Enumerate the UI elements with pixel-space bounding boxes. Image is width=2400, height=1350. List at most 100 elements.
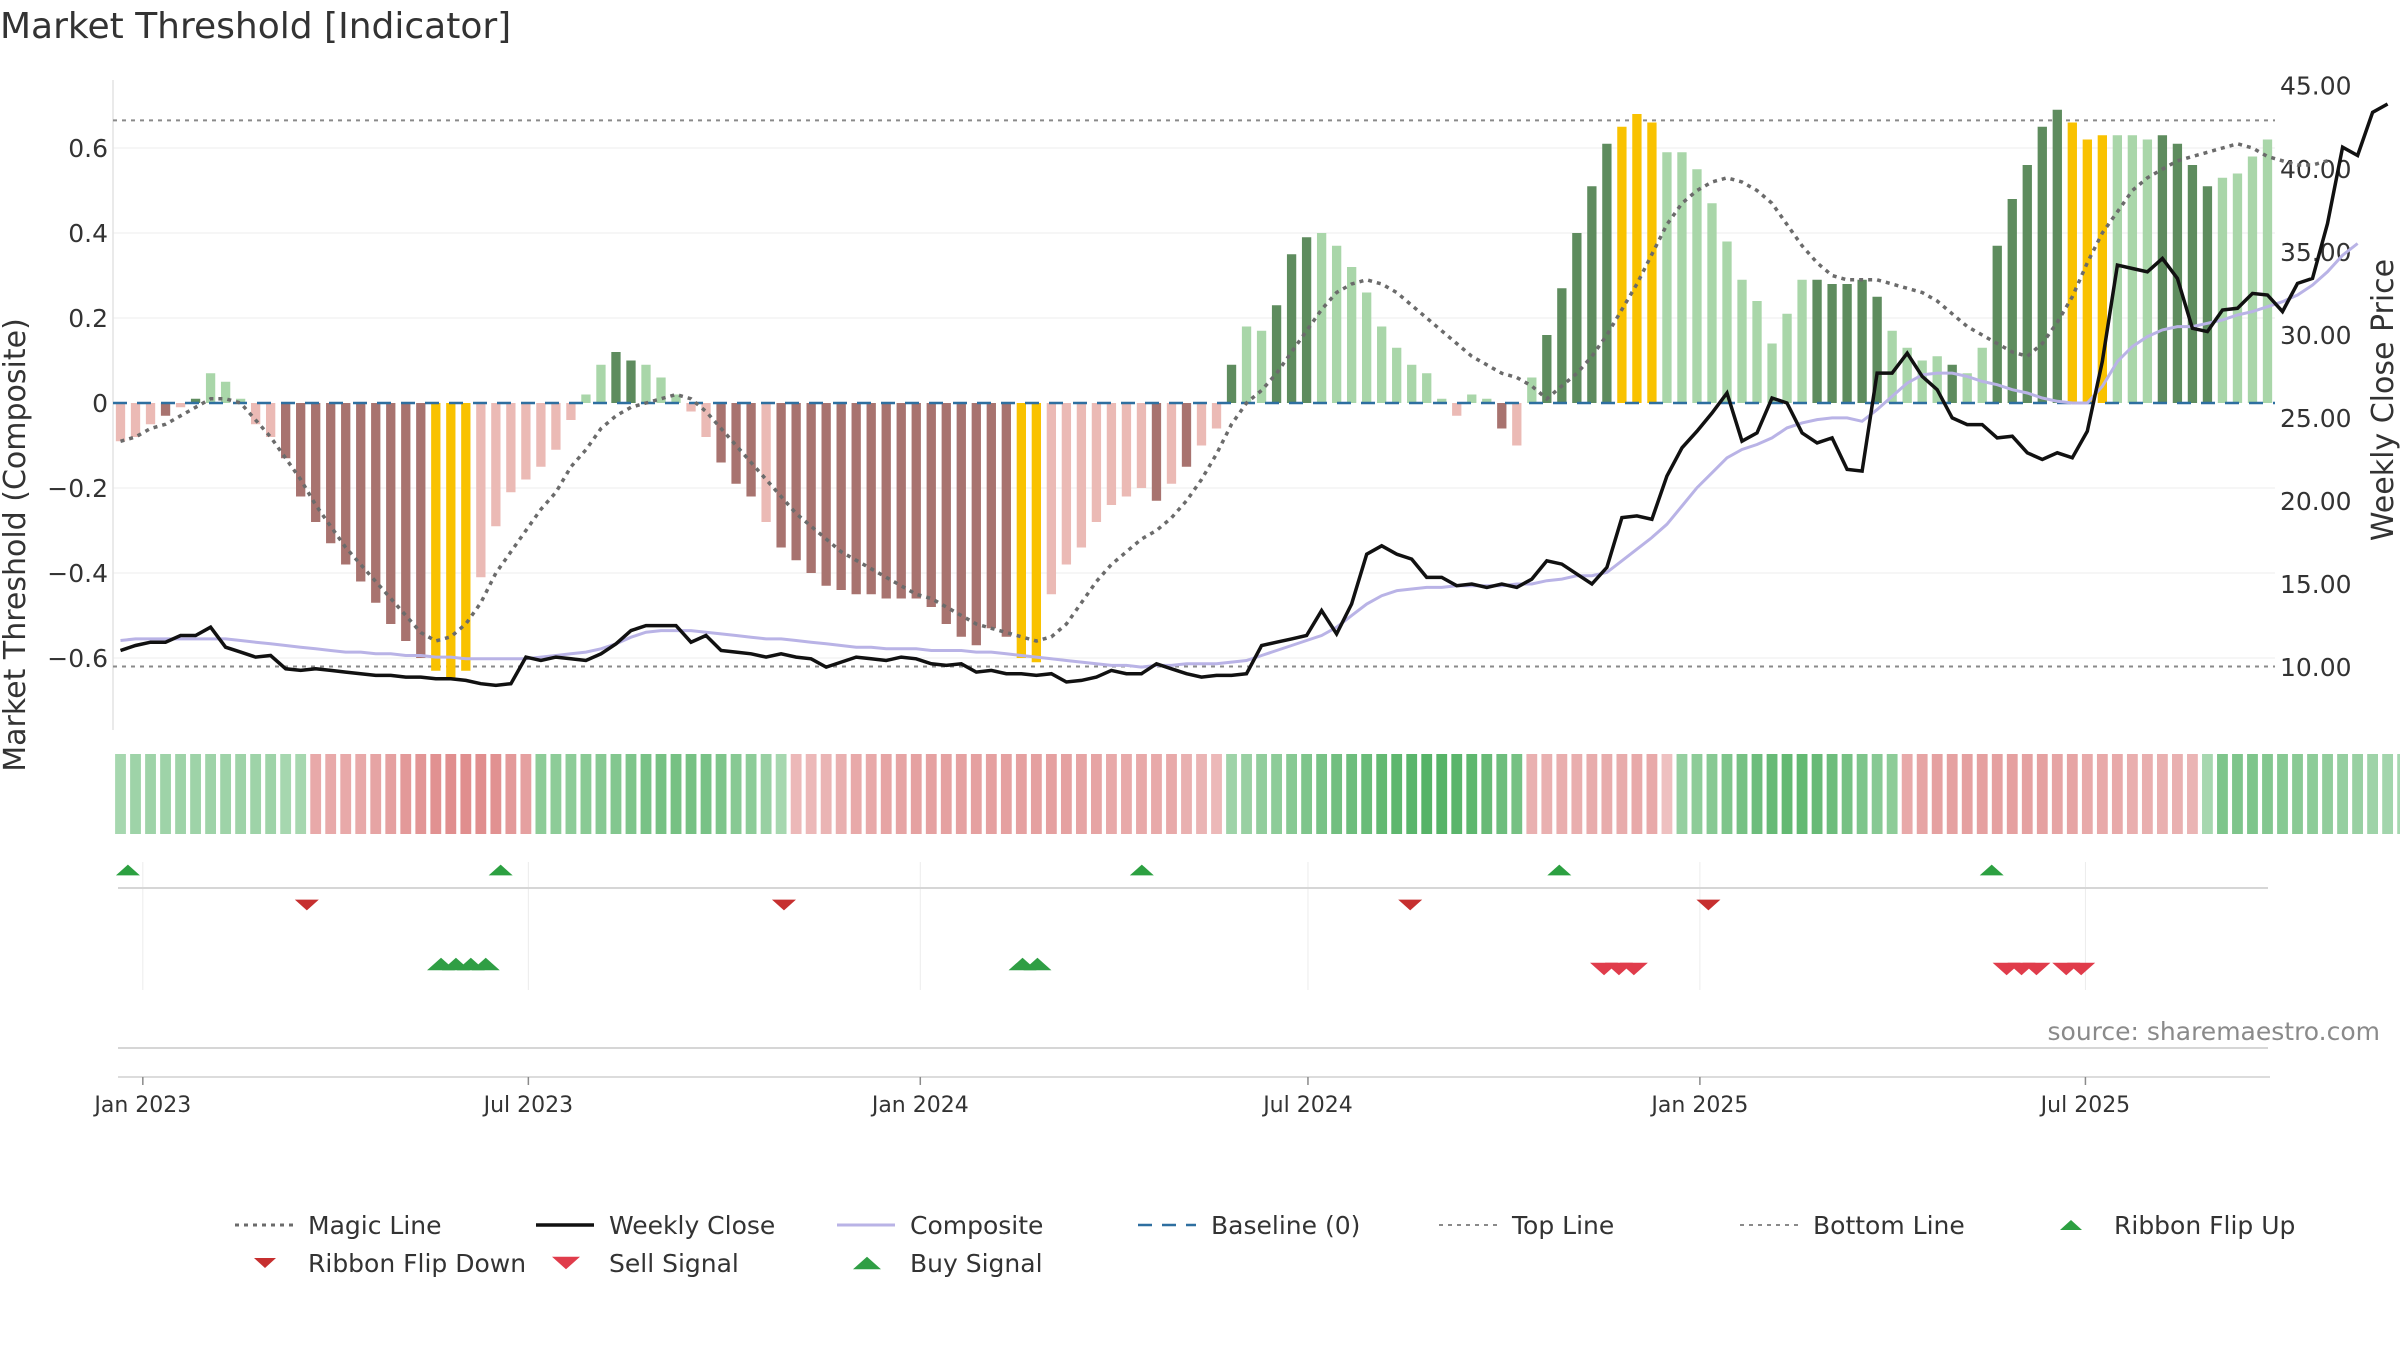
ribbon-cell <box>205 754 216 834</box>
legend-item: Composite <box>837 1211 1043 1240</box>
ribbon-cell <box>1961 754 1973 834</box>
ribbon-cell <box>1871 754 1883 834</box>
ribbon-cell <box>2172 754 2183 834</box>
composite-bar <box>1602 143 1612 403</box>
ribbon-cell <box>1886 754 1898 834</box>
composite-bar <box>296 403 306 497</box>
y2-tick-label: 10.00 <box>2280 653 2352 682</box>
ribbon-flip-up-marker <box>1547 864 1572 876</box>
ribbon-cell <box>910 754 922 834</box>
ribbon-cell <box>1075 754 1087 834</box>
ribbon-cell <box>730 754 742 834</box>
composite-bar <box>1842 284 1852 403</box>
composite-bar <box>1917 360 1927 403</box>
composite-bar <box>160 403 171 416</box>
ribbon-flip-up-marker <box>115 864 140 876</box>
legend-label: Bottom Line <box>1813 1211 1965 1240</box>
composite-bar <box>596 364 606 403</box>
triangle-down-icon <box>254 1258 276 1268</box>
legend-item: Magic Line <box>235 1211 442 1240</box>
ribbon-cell <box>1766 754 1778 834</box>
y2-axis-label: Weekly Close Price <box>2366 259 2400 541</box>
series-lines <box>113 102 2389 688</box>
composite-bar <box>1076 403 1087 548</box>
date-tick-label: Jan 2024 <box>870 1093 969 1118</box>
date-tick-label: Jul 2024 <box>1261 1093 1353 1118</box>
legend-item: Weekly Close <box>536 1211 775 1240</box>
composite-bar <box>386 403 396 624</box>
composite-bar <box>581 394 591 403</box>
ribbon-cell <box>715 754 727 834</box>
ribbon-cell <box>1361 754 1373 834</box>
ribbon-cell <box>1526 754 1538 834</box>
composite-bar <box>1226 364 1237 403</box>
composite-bar <box>1677 152 1687 403</box>
ribbon-cell <box>535 754 547 834</box>
ribbon-cell <box>2322 754 2333 834</box>
ribbon-cell <box>1030 754 1042 834</box>
ribbon-cell <box>2187 754 2198 834</box>
ribbon-cell <box>1256 754 1267 834</box>
ribbon-cell <box>1916 754 1928 834</box>
composite-bar <box>896 403 906 599</box>
composite-bar <box>220 381 231 403</box>
ribbon-cell <box>475 754 487 834</box>
composite-bar <box>2157 135 2168 403</box>
composite-bar <box>1181 403 1192 467</box>
ribbon-cell <box>1000 754 1012 834</box>
composite-bar <box>2202 186 2213 403</box>
ribbon-cell <box>745 754 757 834</box>
ribbon-cell <box>235 754 247 834</box>
ribbon-cell <box>190 754 201 834</box>
composite-bar <box>971 403 981 646</box>
composite-bar <box>1301 237 1312 403</box>
composite-bar <box>1331 245 1342 403</box>
ribbon-cell <box>550 754 562 834</box>
composite-bar <box>926 403 936 607</box>
composite-bar <box>1932 356 1942 403</box>
ribbon-cell <box>805 754 817 834</box>
composite-bar <box>506 403 516 493</box>
composite-bar <box>2247 156 2258 403</box>
legend-item: Buy Signal <box>853 1249 1043 1278</box>
composite-bar <box>416 403 426 658</box>
ribbon-cell <box>985 754 997 834</box>
date-tick-label: Jan 2023 <box>92 1093 191 1118</box>
composite-bar <box>626 360 636 403</box>
ribbon-cell <box>1331 754 1343 834</box>
composite-bar <box>130 403 141 437</box>
composite-bar <box>1542 335 1552 403</box>
composite-bar <box>1872 296 1882 403</box>
composite-bar <box>521 403 531 480</box>
ribbon-cell <box>610 754 622 834</box>
ribbon-cell <box>400 754 412 834</box>
ribbon-cell <box>1811 754 1823 834</box>
ribbon-cell <box>1751 754 1763 834</box>
composite-bar <box>701 403 711 437</box>
ribbon-cell <box>850 754 862 834</box>
ribbon-cell <box>1015 754 1027 834</box>
ribbon-cell <box>1541 754 1553 834</box>
triangle-up-icon <box>853 1256 881 1270</box>
ribbon-cell <box>340 754 352 834</box>
composite-bar <box>341 403 351 565</box>
composite-bar <box>1527 377 1537 403</box>
ribbon-cell <box>1721 754 1733 834</box>
ribbon-cell <box>1211 754 1222 834</box>
composite-bar <box>1782 313 1792 403</box>
ribbon-cell <box>1376 754 1388 834</box>
magic-line <box>120 141 2328 643</box>
ribbon-cell <box>355 754 367 834</box>
ribbon-flip-up-marker <box>1979 864 2004 876</box>
composite-bar <box>1392 347 1402 403</box>
composite-bar <box>1091 403 1102 522</box>
composite-bar <box>1962 373 1972 403</box>
ribbon-cell <box>295 754 307 834</box>
composite-bar <box>2037 126 2047 403</box>
buy-signal-marker <box>1023 957 1052 971</box>
ribbon-cell <box>1286 754 1297 834</box>
composite-bar <box>1767 343 1777 403</box>
sell-signal-marker <box>1619 962 1648 976</box>
composite-bar <box>641 364 651 403</box>
ribbon-cell <box>1511 754 1523 834</box>
